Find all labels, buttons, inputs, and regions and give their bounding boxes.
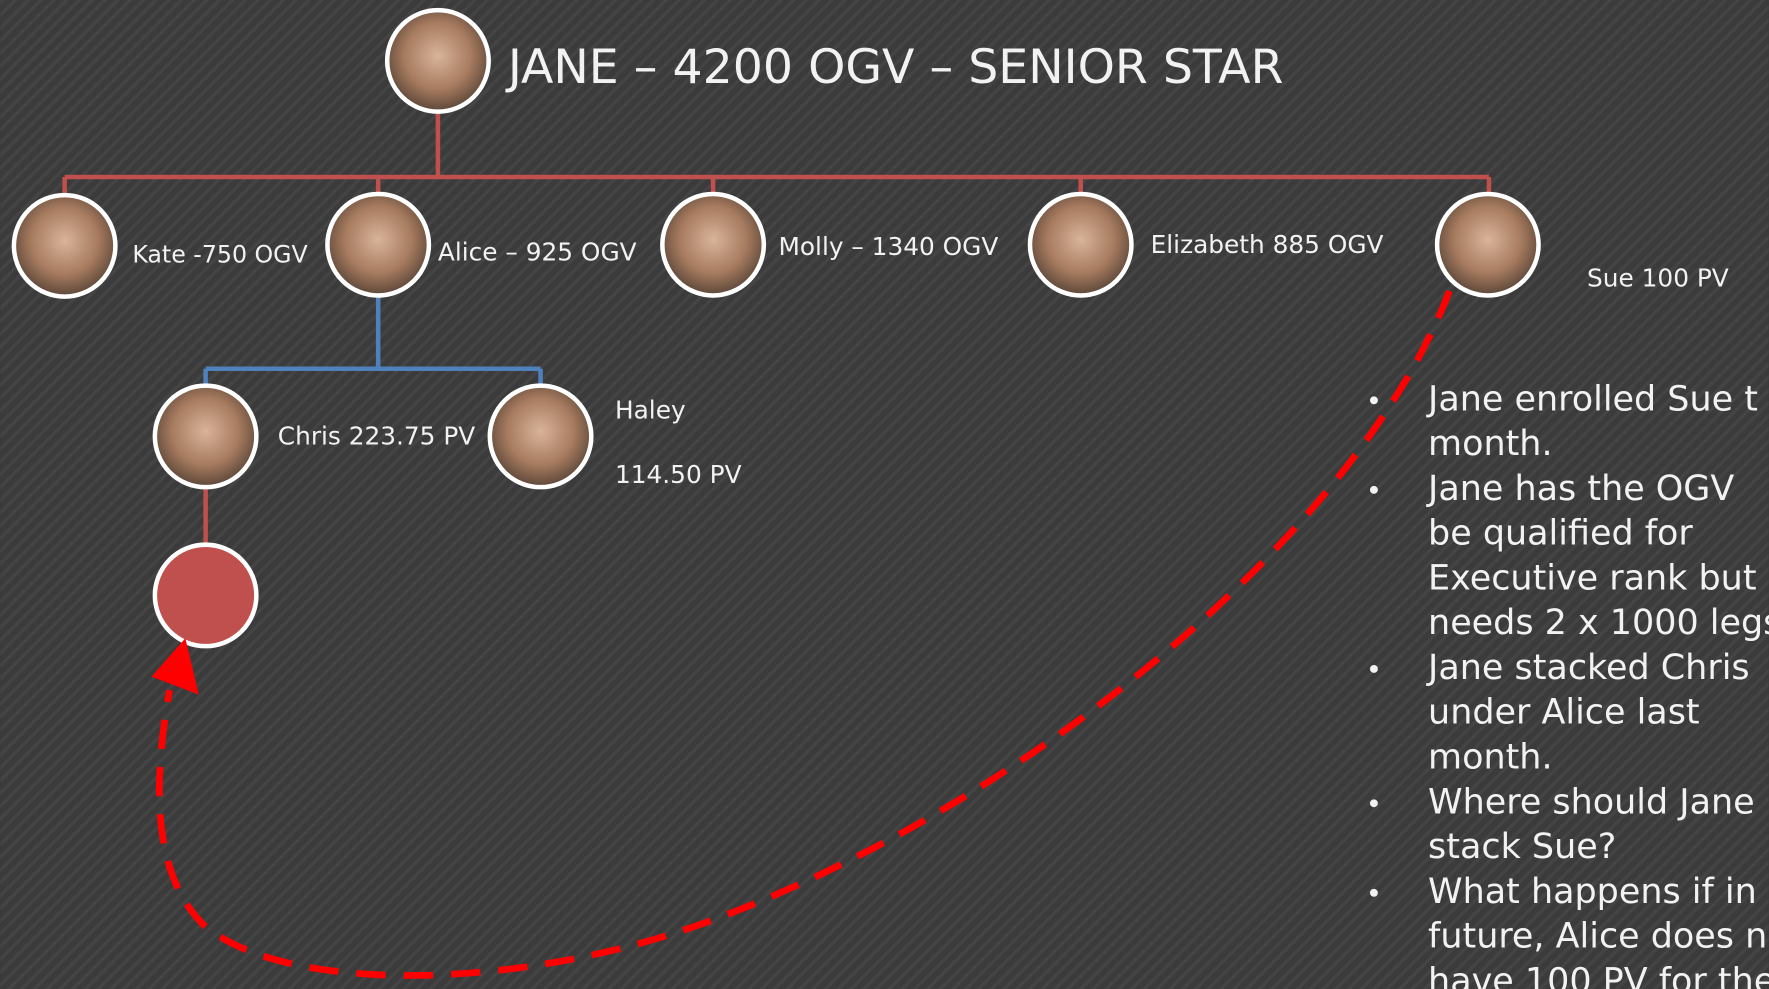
title: JANE – 4200 OGV – SENIOR STAR [505,40,1284,95]
bullet-text: stack Sue? [1428,827,1616,867]
bullet-text: have 100 PV for the [1428,961,1769,989]
node-label: Alice – 925 OGV [438,238,637,267]
node-label: Chris 223.75 PV [278,422,476,451]
empty-position [155,545,256,646]
bullet-text: future, Alice does n [1428,917,1767,957]
profile-photo [327,194,428,295]
bullet-text: Jane stacked Chris [1426,648,1750,688]
bullet-text: Executive rank but [1428,558,1756,598]
node-label: Molly – 1340 OGV [778,232,998,261]
profile-photo [490,386,591,487]
bullet-text: needs 2 x 1000 legs [1428,603,1769,643]
node-label: Elizabeth 885 OGV [1151,230,1384,259]
bullet-dot [1370,665,1378,673]
bullet-dot [1370,396,1378,404]
profile-photo [1030,194,1131,295]
profile-photo [1437,194,1538,295]
bullet-text: Jane enrolled Sue t [1426,379,1758,419]
profile-photo [14,195,115,296]
diagram: JANE – 4200 OGV – SENIOR STAR Kate -750 … [0,0,1769,989]
bullet-text: month. [1428,737,1553,777]
bullet-text: What happens if in [1428,872,1757,912]
profile-photo [387,10,488,111]
bullet-dot [1370,799,1378,807]
bullet-text: under Alice last [1428,693,1700,733]
bullet-text: be qualified for [1428,514,1693,554]
node-label: Kate -750 OGV [132,240,307,268]
node-label: Sue 100 PV [1587,264,1729,293]
bullet-dot [1370,486,1378,494]
bullet-text: month. [1428,424,1553,464]
node-label: Haley [615,396,686,425]
profile-photo [662,194,763,295]
profile-photo [155,386,256,487]
bullet-list: Jane enrolled Sue t month. Jane has the OG… [1370,379,1769,989]
bullet-dot [1370,889,1378,897]
bullet-text: Jane has the OGV [1426,469,1734,509]
node-label: 114.50 PV [615,460,742,489]
bullet-text: Where should Jane [1428,782,1755,822]
page: JANE – 4200 OGV – SENIOR STAR Kate -750 … [0,0,1769,989]
